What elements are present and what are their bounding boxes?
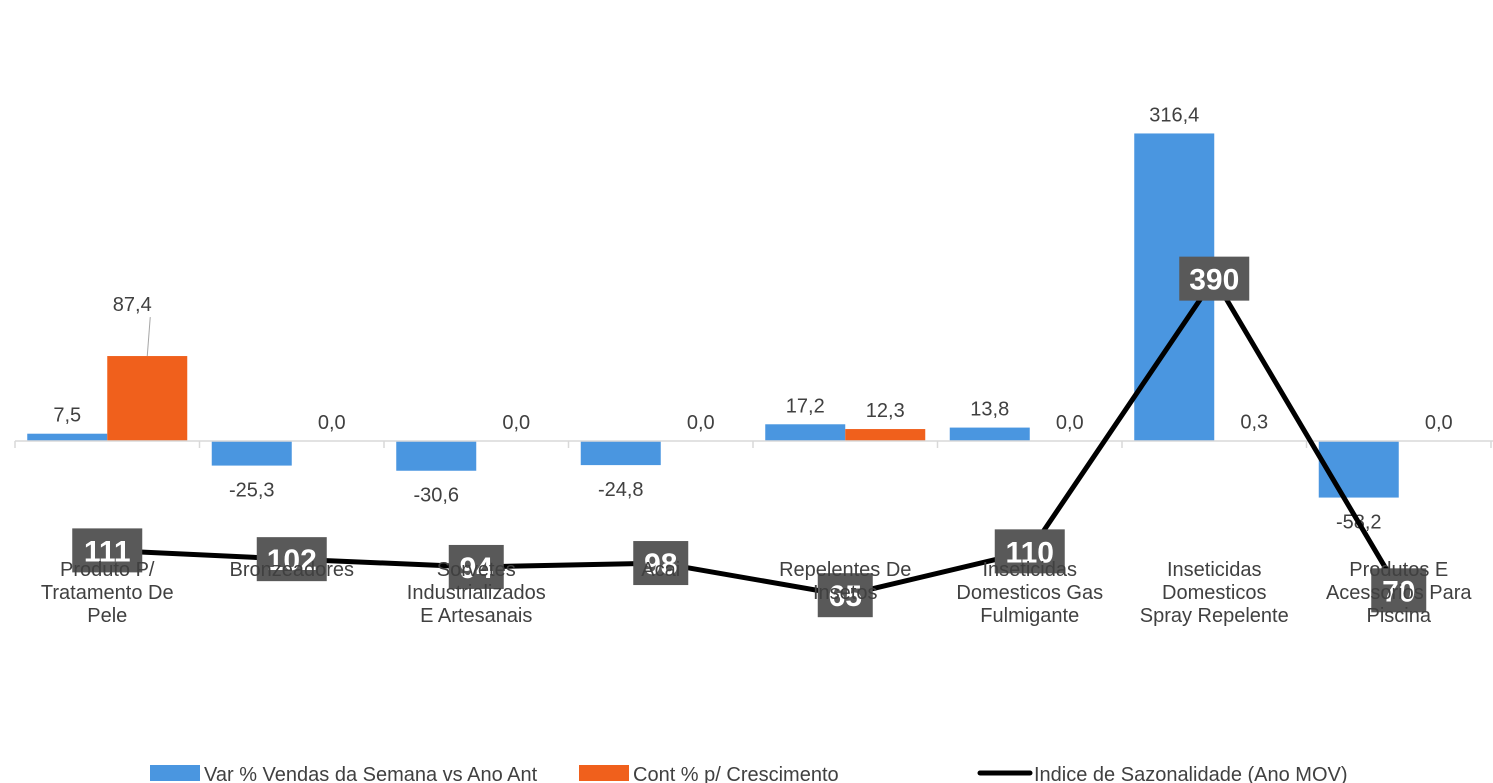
index-label-box	[256, 537, 327, 582]
axis-ticks	[14, 441, 1492, 448]
index-label: 94	[460, 552, 494, 585]
index-label-box	[633, 541, 689, 586]
data-label-cont-crescimento: 0,3	[1240, 412, 1268, 434]
index-label: 70	[1382, 575, 1415, 608]
category-label-line: Insetos	[813, 582, 877, 604]
category-label-line: Acessorios Para	[1326, 582, 1472, 604]
index-label: 98	[644, 548, 677, 581]
bar-data-labels: 7,5 87,4 -25,3 0,0 -30,6 0,0 -24,8 0,0 17,2 12,3 1…	[53, 104, 1452, 533]
bar-var-vendas	[580, 441, 661, 466]
category-label-line: Piscina	[1367, 605, 1432, 627]
index-label: 110	[1006, 536, 1054, 569]
index-line-layer: 111 102 94 98 65 110 390 70	[72, 256, 1427, 618]
index-label-box	[817, 573, 873, 618]
data-label-var-vendas: -24,8	[598, 479, 644, 501]
category-label-line: Produtos E	[1349, 559, 1448, 581]
index-label-box	[1371, 568, 1427, 613]
bar-cont-crescimento	[845, 429, 926, 441]
data-label-var-vendas: -30,6	[413, 485, 459, 507]
category-label-line: E Artesanais	[420, 605, 532, 627]
data-label-cont-crescimento: 12,3	[866, 400, 905, 422]
category-label-line: Inseticidas	[1167, 559, 1262, 581]
bars-layer	[27, 133, 1399, 498]
index-label-box	[72, 528, 143, 573]
data-label-cont-crescimento: 0,0	[687, 412, 715, 434]
category-label-line: Sorvetes	[437, 559, 516, 581]
bar-var-vendas	[1318, 441, 1399, 498]
category-label-line: Tratamento De	[41, 582, 174, 604]
category-label: Sorvetes Industrializados E Artesanais	[407, 559, 546, 627]
data-label-var-vendas: 7,5	[53, 405, 81, 427]
bar-var-vendas	[211, 441, 292, 466]
index-label-box	[1179, 256, 1250, 301]
category-label: Produtos E Acessorios Para Piscina	[1326, 559, 1472, 627]
category-label: Produto P/Tratamento De Pele	[41, 559, 174, 627]
legend: Var % Vendas da Semana vs Ano Ant Cont %…	[150, 764, 1348, 783]
index-label-box	[448, 544, 504, 589]
category-label-line: Bronzeadores	[229, 559, 354, 581]
index-label: 102	[267, 544, 317, 577]
index-label: 65	[829, 580, 862, 613]
data-label-var-vendas: 13,8	[970, 399, 1009, 421]
bar-cont-crescimento	[107, 356, 188, 441]
legend-swatch-cont-crescimento	[579, 765, 629, 781]
category-label-line: Produto P/	[60, 559, 155, 581]
data-label-cont-crescimento: 0,0	[318, 412, 346, 434]
category-label: Inseticidas Domesticos Spray Repelente	[1140, 559, 1289, 627]
legend-swatch-var-vendas	[150, 765, 200, 781]
category-label-line: Fulmigante	[980, 605, 1079, 627]
bar-var-vendas	[765, 424, 846, 441]
category-label-line: Acai	[641, 559, 680, 581]
data-label-cont-crescimento: 87,4	[113, 294, 152, 316]
bar-var-vendas	[396, 441, 477, 471]
category-label-line: Spray Repelente	[1140, 605, 1289, 627]
category-label-line: Domesticos Gas	[956, 582, 1103, 604]
legend-label-indice-sazonalidade: Indice de Sazonalidade (Ano MOV)	[1034, 764, 1348, 783]
category-label-line: Domesticos	[1162, 582, 1266, 604]
category-labels: Produto P/Tratamento De Pele Bronzeadores S…	[41, 559, 1473, 627]
data-label-cont-crescimento: 0,0	[1425, 412, 1453, 434]
category-label-line: Repelentes De	[779, 559, 911, 581]
category-label: Acai	[641, 559, 680, 581]
category-label: Inseticidas Domesticos Gas Fulmigante	[956, 559, 1103, 627]
legend-label-var-vendas: Var % Vendas da Semana vs Ano Ant	[204, 764, 538, 783]
data-label-cont-crescimento: 0,0	[502, 412, 530, 434]
category-label-line: Inseticidas	[983, 559, 1078, 581]
legend-label-cont-crescimento: Cont % p/ Crescimento	[633, 764, 839, 783]
data-label-cont-crescimento: 0,0	[1056, 412, 1084, 434]
data-label-var-vendas: 316,4	[1149, 104, 1199, 126]
category-label: Repelentes De Insetos	[779, 559, 911, 604]
index-label: 111	[84, 535, 131, 568]
bar-var-vendas	[27, 433, 108, 441]
data-label-leader-line	[146, 317, 151, 357]
index-label: 390	[1189, 264, 1239, 297]
category-label-line: Pele	[87, 605, 127, 627]
index-label-box	[994, 529, 1065, 574]
data-label-var-vendas: -25,3	[229, 480, 275, 502]
data-label-var-vendas: 17,2	[786, 395, 825, 417]
bar-var-vendas	[949, 427, 1030, 441]
category-label: Bronzeadores	[229, 559, 354, 581]
category-label-line: Industrializados	[407, 582, 546, 604]
